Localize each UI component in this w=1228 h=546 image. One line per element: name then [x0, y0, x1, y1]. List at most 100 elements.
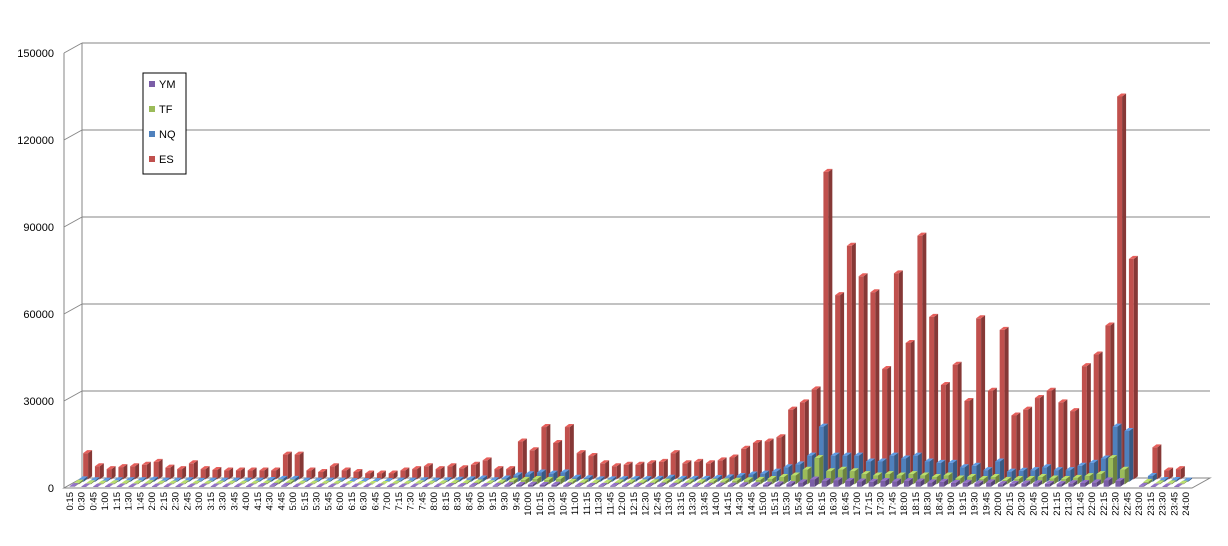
bar-es: [729, 454, 739, 480]
bar-es: [658, 458, 668, 480]
bar-ym: [1150, 483, 1160, 487]
x-tick-label: 17:30: [876, 492, 887, 516]
bar-es: [1046, 387, 1056, 480]
x-tick-label: 20:15: [1005, 492, 1016, 516]
x-tick-label: 10:30: [547, 492, 558, 516]
bar-ym: [104, 483, 114, 487]
bar-ym: [504, 482, 514, 487]
x-tick-label: 14:15: [723, 492, 734, 516]
bar-es: [999, 326, 1009, 480]
bar-ym: [234, 483, 244, 487]
bar-ym: [751, 482, 761, 487]
bar-tf: [743, 477, 753, 485]
bar-ym: [610, 482, 620, 487]
bar-ym: [1021, 480, 1031, 487]
x-tick-label: 23:30: [1158, 492, 1169, 516]
bar-tf: [849, 468, 859, 485]
x-tick-label: 10:45: [558, 492, 569, 516]
bar-ym: [1009, 480, 1019, 487]
bar-es: [1117, 93, 1127, 480]
bar-es: [329, 463, 339, 480]
bar-es: [541, 424, 551, 480]
bar-es: [259, 467, 269, 480]
legend-label: YM: [159, 79, 176, 91]
bar-es: [929, 313, 939, 480]
bar-ym: [81, 483, 91, 487]
bar-ym: [539, 482, 549, 487]
x-tick-label: 18:45: [934, 492, 945, 516]
bar-ym: [950, 479, 960, 487]
bar-es: [294, 451, 304, 480]
bar-ym: [469, 482, 479, 487]
bar-es: [153, 458, 163, 480]
legend-swatch: [149, 81, 155, 87]
bar-nq: [1147, 472, 1157, 482]
x-tick-label: 0:30: [77, 492, 88, 511]
bar-ym: [257, 483, 267, 487]
bar-es: [682, 460, 692, 480]
y-tick-label: 30000: [23, 396, 54, 408]
bar-ym: [116, 483, 126, 487]
bar-nq: [889, 452, 899, 482]
x-tick-label: 8:45: [464, 492, 475, 511]
bar-ym: [222, 483, 232, 487]
bar-ym: [516, 482, 526, 487]
bar-nq: [1112, 423, 1122, 482]
bar-ym: [903, 477, 913, 487]
x-tick-label: 16:30: [829, 492, 840, 516]
bar-es: [893, 270, 903, 480]
x-tick-label: 7:00: [382, 492, 393, 511]
bar-ym: [621, 482, 631, 487]
x-tick-label: 2:30: [171, 492, 182, 511]
x-tick-label: 16:00: [805, 492, 816, 516]
x-tick-label: 22:15: [1099, 492, 1110, 516]
x-tick-label: 19:15: [958, 492, 969, 516]
x-tick-label: 6:30: [359, 492, 370, 511]
x-tick-label: 7:30: [406, 492, 417, 511]
x-tick-label: 13:15: [676, 492, 687, 516]
bar-nq: [912, 452, 922, 482]
bar-ym: [422, 483, 432, 487]
bar-es: [788, 406, 798, 480]
bar-ym: [657, 482, 667, 487]
bar-ym: [939, 478, 949, 487]
legend-swatch: [149, 131, 155, 137]
bar-es: [1152, 444, 1162, 480]
bar-ym: [527, 481, 537, 487]
bar-ym: [433, 483, 443, 487]
bar-ym: [140, 483, 150, 487]
bar-es: [282, 451, 292, 480]
x-tick-label: 12:00: [617, 492, 628, 516]
bar-es: [470, 461, 480, 480]
bar-es: [106, 466, 116, 480]
bar-es: [94, 463, 104, 480]
x-tick-label: 21:15: [1052, 492, 1063, 516]
bar-es: [188, 460, 198, 480]
x-tick-label: 2:45: [182, 492, 193, 511]
bar-es: [212, 466, 222, 480]
bar-es: [306, 467, 316, 480]
x-tick-label: 15:30: [782, 492, 793, 516]
x-tick-label: 9:30: [500, 492, 511, 511]
bar-es: [165, 464, 175, 480]
bar-ym: [739, 482, 749, 487]
x-tick-label: 7:15: [394, 492, 405, 511]
x-tick-label: 3:00: [194, 492, 205, 511]
legend-swatch: [149, 156, 155, 162]
bar-ym: [574, 482, 584, 487]
x-tick-label: 1:15: [112, 492, 123, 511]
bar-ym: [727, 482, 737, 487]
bar-nq: [1124, 428, 1134, 482]
bar-es: [118, 464, 128, 480]
bar-es: [870, 289, 880, 480]
bar-es: [717, 457, 727, 480]
bar-tf: [790, 472, 800, 485]
bar-tf: [1108, 455, 1118, 485]
bar-ym: [974, 480, 984, 487]
x-tick-label: 17:15: [864, 492, 875, 516]
x-tick-label: 21:45: [1075, 492, 1086, 516]
x-tick-label: 10:00: [523, 492, 534, 516]
bar-ym: [175, 483, 185, 487]
bar-ym: [1091, 479, 1101, 487]
